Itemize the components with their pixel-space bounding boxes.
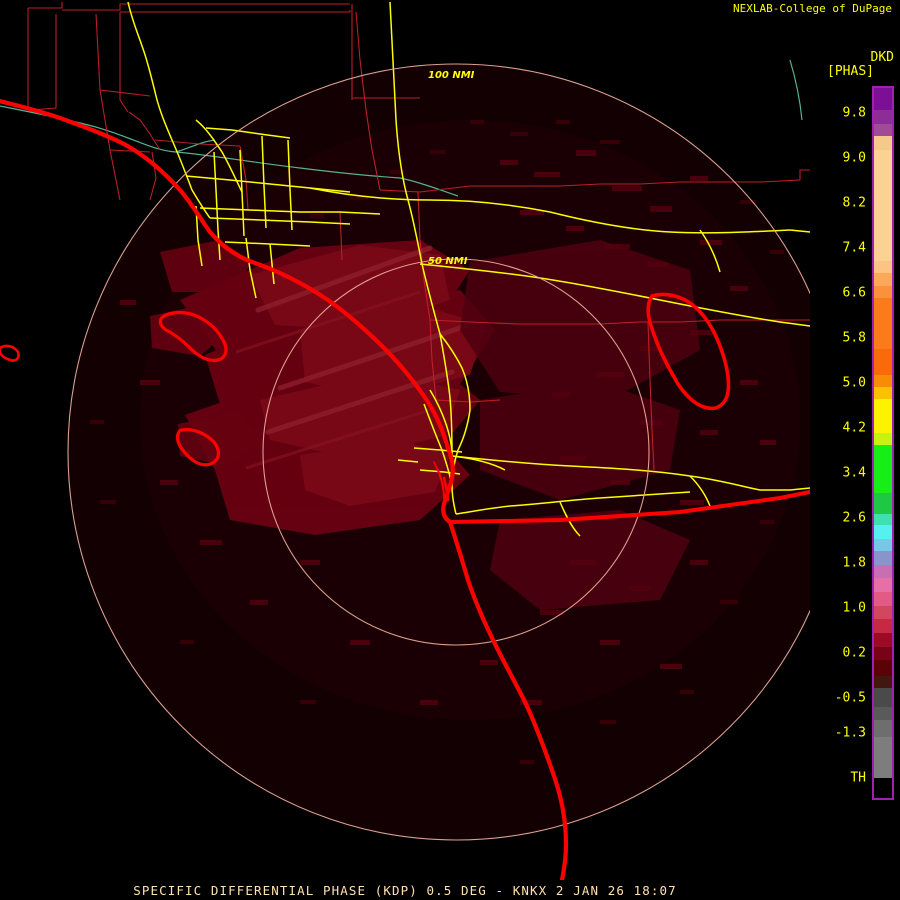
range-ring-50nmi — [262, 258, 650, 646]
colorbar-band-27 — [874, 660, 892, 676]
colorbar-tick-5: 5.8 — [842, 330, 866, 346]
colorbar-tick-11: 1.0 — [842, 600, 866, 616]
colorbar-tick-1: 9.0 — [842, 150, 866, 166]
coastline-layer — [0, 99, 810, 880]
colorbar-band-29 — [874, 687, 892, 707]
colorbar-tick-6: 5.0 — [842, 375, 866, 391]
colorbar-band-19 — [874, 551, 892, 565]
colorbar-tick-10: 1.8 — [842, 555, 866, 571]
colorbar-tick-14: -1.3 — [834, 725, 866, 741]
radar-echo-layer — [68, 64, 810, 840]
colorbar-band-15 — [874, 493, 892, 514]
colorbar-band-2 — [874, 123, 892, 136]
colorbar-tick-2: 8.2 — [842, 195, 866, 211]
colorbar-band-18 — [874, 539, 892, 552]
colorbar-tick-3: 7.4 — [842, 240, 866, 256]
colorbar-panel: DKD [PHAS] 9.8 9.0 8.2 7.4 6.6 5.8 5.0 4.2 3.4 2.… — [812, 0, 900, 880]
colorbar-tick-9: 2.6 — [842, 510, 866, 526]
colorbar-gradient — [872, 86, 894, 800]
colorbar-band-28 — [874, 675, 892, 688]
colorbar-tick-4: 6.6 — [842, 285, 866, 301]
colorbar-tick-0: 9.8 — [842, 105, 866, 121]
colorbar-band-16 — [874, 513, 892, 526]
radar-map-svg — [0, 0, 810, 880]
colorbar-band-33 — [874, 778, 892, 794]
colorbar-band-9 — [874, 349, 892, 376]
range-ring-100nmi — [67, 63, 810, 841]
colorbar-band-31 — [874, 720, 892, 738]
colorbar-title-sub: [PHAS] — [827, 64, 874, 79]
range-ring-label-50nmi: 50 NMI — [428, 256, 468, 267]
range-ring-layer — [67, 63, 810, 841]
colorbar-band-5 — [874, 260, 892, 273]
product-title-footer: SPECIFIC DIFFERENTIAL PHASE (KDP) 0.5 DE… — [133, 883, 677, 898]
colorbar-band-12 — [874, 399, 892, 434]
colorbar-band-10 — [874, 375, 892, 388]
colorbar-tick-15: TH — [850, 770, 866, 786]
colorbar-band-1 — [874, 110, 892, 124]
colorbar-band-25 — [874, 633, 892, 647]
colorbar-tick-12: 0.2 — [842, 645, 866, 661]
colorbar-title-top: DKD — [870, 50, 894, 65]
colorbar-band-6 — [874, 272, 892, 287]
colorbar-band-26 — [874, 646, 892, 661]
colorbar-band-0 — [874, 88, 892, 111]
colorbar-band-30 — [874, 706, 892, 721]
colorbar-band-23 — [874, 605, 892, 620]
range-ring-label-100nmi: 100 NMI — [428, 70, 475, 81]
colorbar-band-24 — [874, 619, 892, 634]
radar-map-pane[interactable]: 100 NMI 50 NMI — [0, 0, 810, 880]
colorbar-band-32 — [874, 737, 892, 779]
colorbar-band-8 — [874, 298, 892, 350]
colorbar-band-21 — [874, 578, 892, 593]
colorbar-band-22 — [874, 592, 892, 606]
colorbar-tick-7: 4.2 — [842, 420, 866, 436]
highway-layer — [127, 1, 810, 537]
colorbar-band-3 — [874, 135, 892, 150]
colorbar-band-11 — [874, 387, 892, 400]
nexlab-credit-label: NEXLAB-College of DuPage — [733, 2, 892, 15]
colorbar-tick-13: -0.5 — [834, 690, 866, 706]
colorbar-band-20 — [874, 564, 892, 579]
colorbar-band-7 — [874, 286, 892, 299]
colorbar-band-14 — [874, 445, 892, 494]
colorbar-band-17 — [874, 525, 892, 540]
colorbar-band-4 — [874, 149, 892, 261]
colorbar-tick-8: 3.4 — [842, 465, 866, 481]
colorbar-band-13 — [874, 433, 892, 446]
